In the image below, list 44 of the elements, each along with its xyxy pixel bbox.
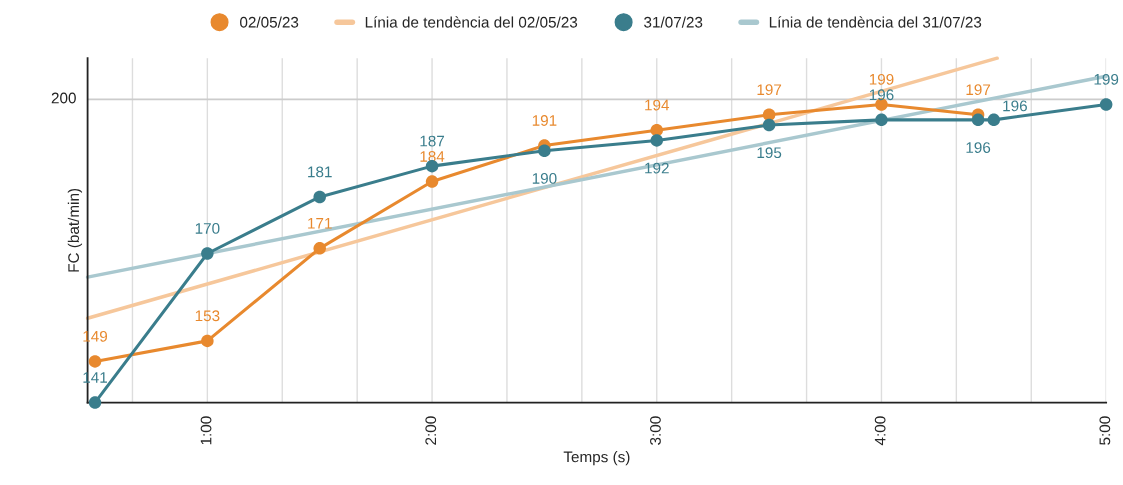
data-label: 195 (757, 147, 782, 159)
data-label: 196 (966, 142, 991, 153)
point (201, 334, 214, 348)
point (88, 396, 102, 409)
data-label: 196 (869, 89, 894, 101)
data-label: 194 (645, 99, 670, 111)
data-label: 197 (757, 84, 782, 96)
data-label: 187 (420, 135, 445, 147)
data-label: 196 (1003, 100, 1027, 112)
x-tick-label: 3:00 (650, 416, 661, 445)
point (88, 355, 102, 368)
data-label: 181 (308, 166, 332, 178)
point (971, 113, 985, 127)
data-label: 199 (869, 73, 894, 85)
legend-label: 02/05/23 (240, 16, 299, 28)
point (201, 247, 214, 260)
point (875, 113, 888, 127)
x-tick-label: 5:00 (1099, 416, 1111, 445)
point (313, 190, 326, 204)
legend-label: Línia de tendència del 31/07/23 (769, 16, 982, 28)
data-label: 192 (645, 162, 669, 174)
point (313, 242, 326, 255)
data-label: 153 (195, 310, 220, 322)
data-label: 190 (532, 172, 557, 184)
point (425, 175, 439, 188)
x-tick-label: 2:00 (425, 416, 437, 445)
x-tick-label: 4:00 (874, 416, 886, 446)
data-label: 170 (195, 223, 220, 234)
point (1099, 98, 1113, 111)
ref-line-label: 200 (51, 92, 76, 104)
x-tick-label: 1:00 (200, 416, 212, 445)
point (762, 118, 776, 132)
legend-label: Línia de tendència del 02/05/23 (365, 16, 578, 28)
data-label: 171 (308, 218, 332, 229)
data-label: 199 (1094, 73, 1119, 85)
y-axis-title: FC (bat/min) (67, 188, 83, 272)
data-label: 191 (532, 115, 557, 126)
point (987, 113, 1001, 127)
x-axis-title: Temps (s) (563, 451, 630, 466)
data-label: 197 (966, 84, 991, 96)
data-label: 184 (420, 151, 445, 162)
point (538, 144, 551, 157)
legend-label: 31/07/23 (644, 16, 703, 28)
point (650, 134, 664, 147)
